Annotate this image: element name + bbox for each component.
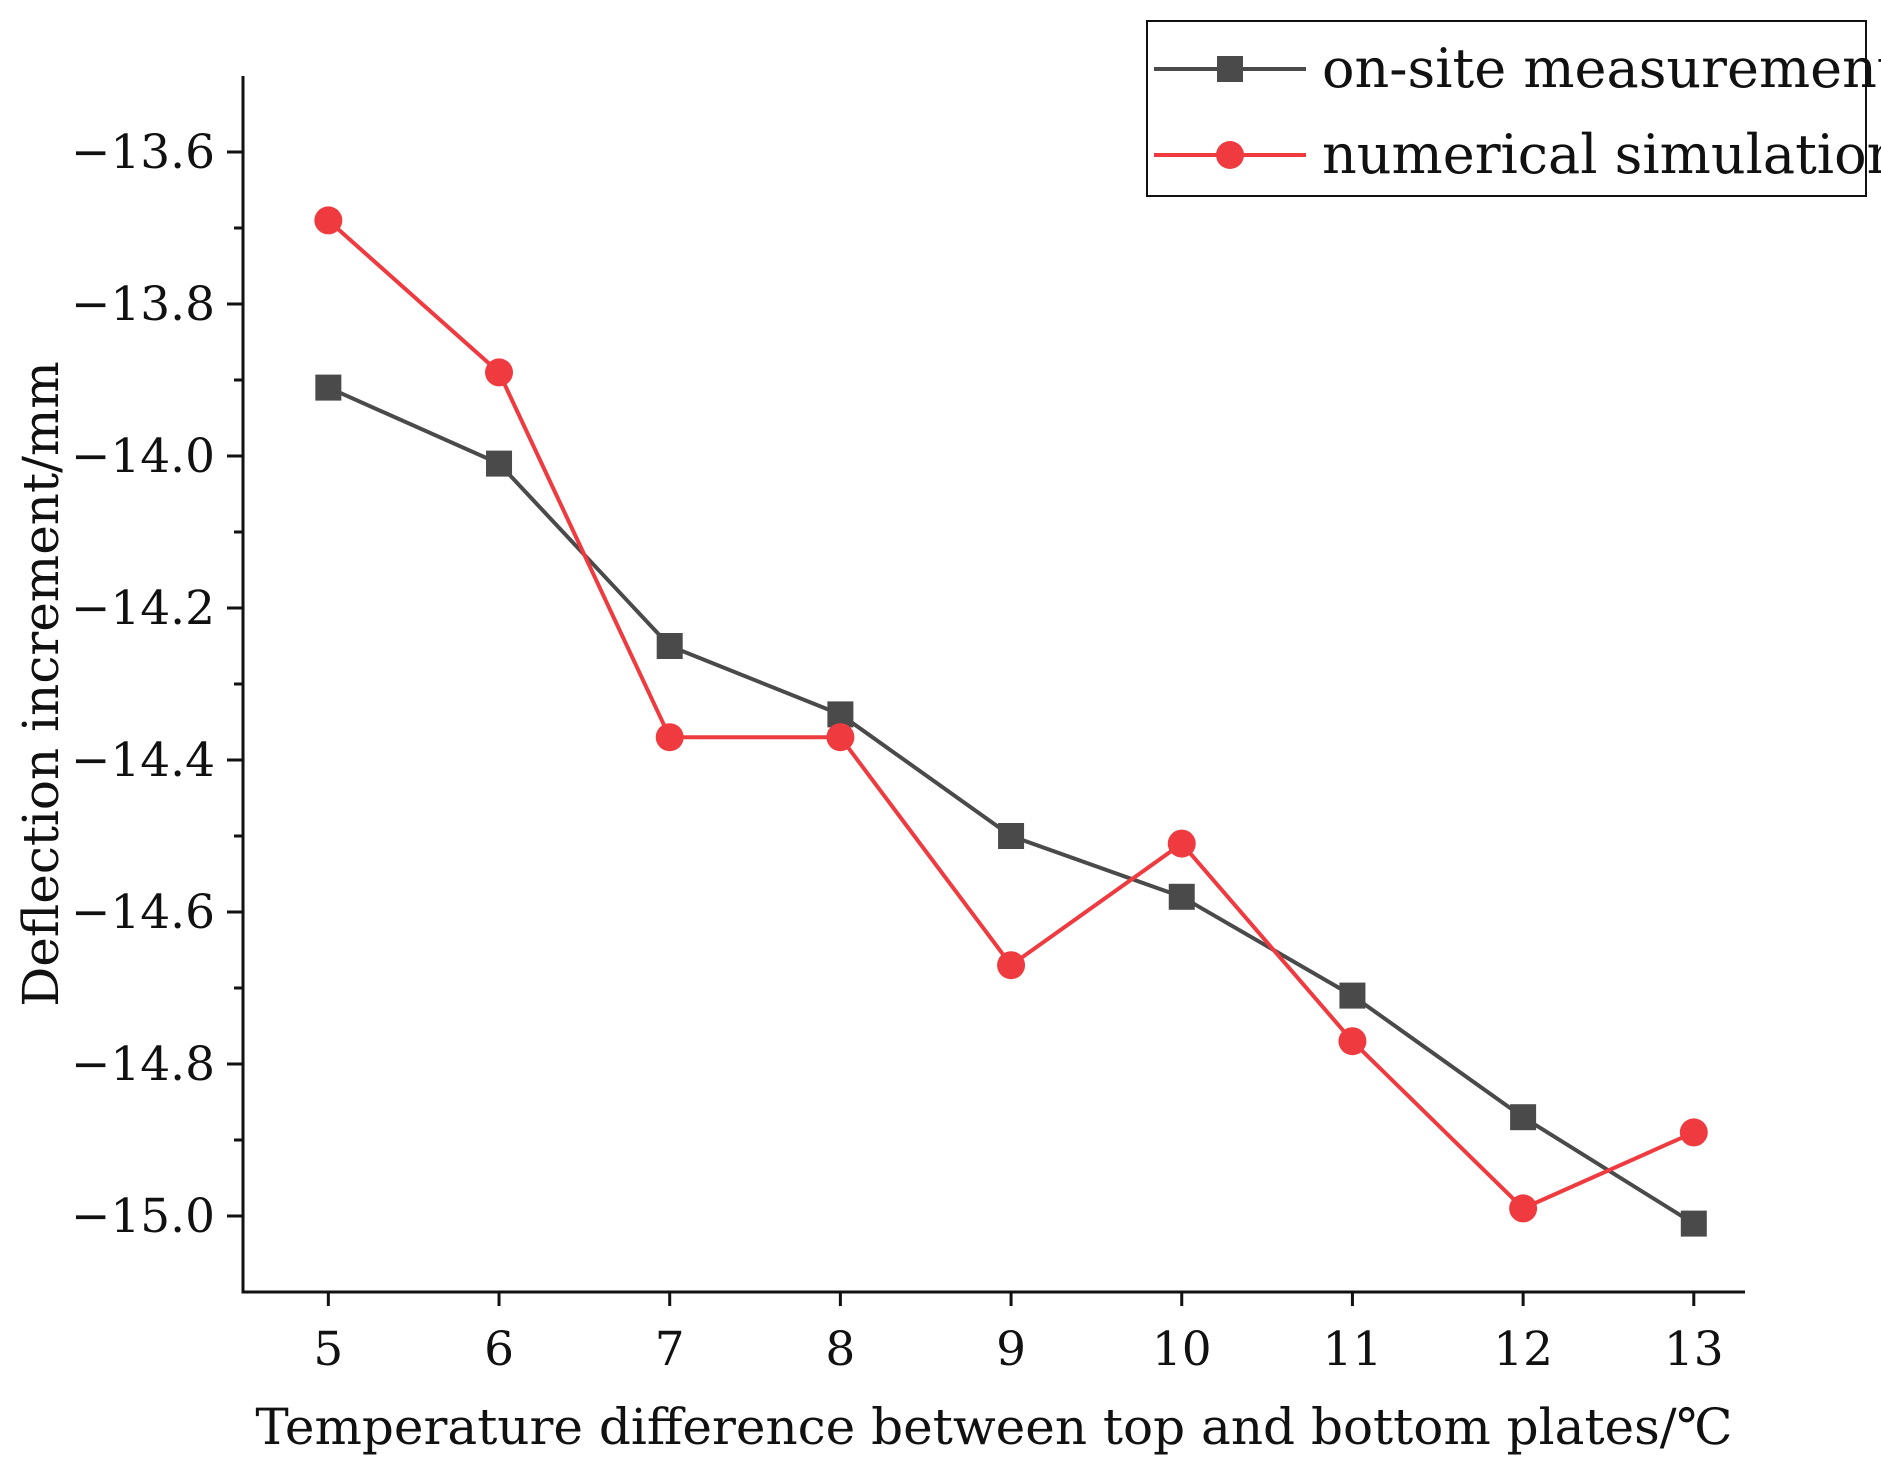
data-point <box>655 723 684 752</box>
data-point <box>315 374 342 401</box>
x-tick-label: 7 <box>655 1322 685 1377</box>
y-tick-label: −13.6 <box>71 125 215 180</box>
data-point <box>997 951 1026 980</box>
legend-item-1: on-site measurement <box>1154 37 1881 100</box>
y-tick-label: −14.0 <box>71 429 215 484</box>
data-point <box>826 723 855 752</box>
y-axis-ticks: −13.6 −13.8 −14.0 −14.2 −14.4 −14.6 −14.8 −15.0 <box>71 125 243 1244</box>
y-axis-title: Deflection increment/mm <box>12 361 70 1007</box>
y-tick-label: −14.2 <box>71 581 215 636</box>
data-point <box>1680 1210 1707 1237</box>
data-point <box>827 701 854 728</box>
x-tick-label: 12 <box>1493 1322 1553 1377</box>
data-point <box>656 633 683 659</box>
data-point <box>1167 829 1196 858</box>
legend-label: on-site measurement <box>1322 37 1881 100</box>
series-layer <box>314 206 1708 1237</box>
y-tick-label: −13.8 <box>71 277 215 332</box>
x-tick-label: 6 <box>484 1322 514 1377</box>
legend-box <box>1146 20 1867 197</box>
x-tick-label: 5 <box>313 1322 343 1377</box>
y-tick-label: −14.6 <box>71 885 215 940</box>
series-2 <box>314 206 1708 1223</box>
x-tick-label: 11 <box>1323 1322 1383 1377</box>
data-point <box>486 450 513 477</box>
x-tick-label: 10 <box>1152 1322 1212 1377</box>
y-tick-label: −15.0 <box>71 1189 215 1244</box>
data-point <box>1509 1194 1538 1223</box>
series-1 <box>315 374 1707 1237</box>
data-point <box>1168 883 1195 910</box>
legend-marker <box>1217 56 1243 82</box>
data-point <box>314 206 343 235</box>
data-point <box>1679 1118 1708 1147</box>
series-line <box>326 218 1695 1211</box>
x-tick-label: 13 <box>1664 1322 1724 1377</box>
y-tick-label: −14.8 <box>71 1037 215 1092</box>
x-tick-label: 9 <box>996 1322 1026 1377</box>
data-point <box>1510 1104 1537 1131</box>
y-tick-label: −14.4 <box>71 733 215 788</box>
data-point <box>485 358 514 387</box>
data-point <box>1338 1027 1367 1056</box>
legend-marker <box>1216 141 1244 169</box>
legend: on-site measurement numerical simulation <box>1146 20 1881 197</box>
data-point <box>1339 982 1366 1009</box>
x-axis-title: Temperature difference between top and b… <box>255 1398 1732 1456</box>
legend-item-2: numerical simulation <box>1154 123 1881 186</box>
data-point <box>998 823 1025 849</box>
legend-items: on-site measurement numerical simulation <box>1154 37 1881 186</box>
legend-label: numerical simulation <box>1322 123 1881 186</box>
x-axis-ticks: 5 6 7 8 9 10 11 12 13 <box>313 1292 1724 1377</box>
x-tick-label: 8 <box>825 1322 855 1377</box>
series-line <box>327 385 1695 1226</box>
